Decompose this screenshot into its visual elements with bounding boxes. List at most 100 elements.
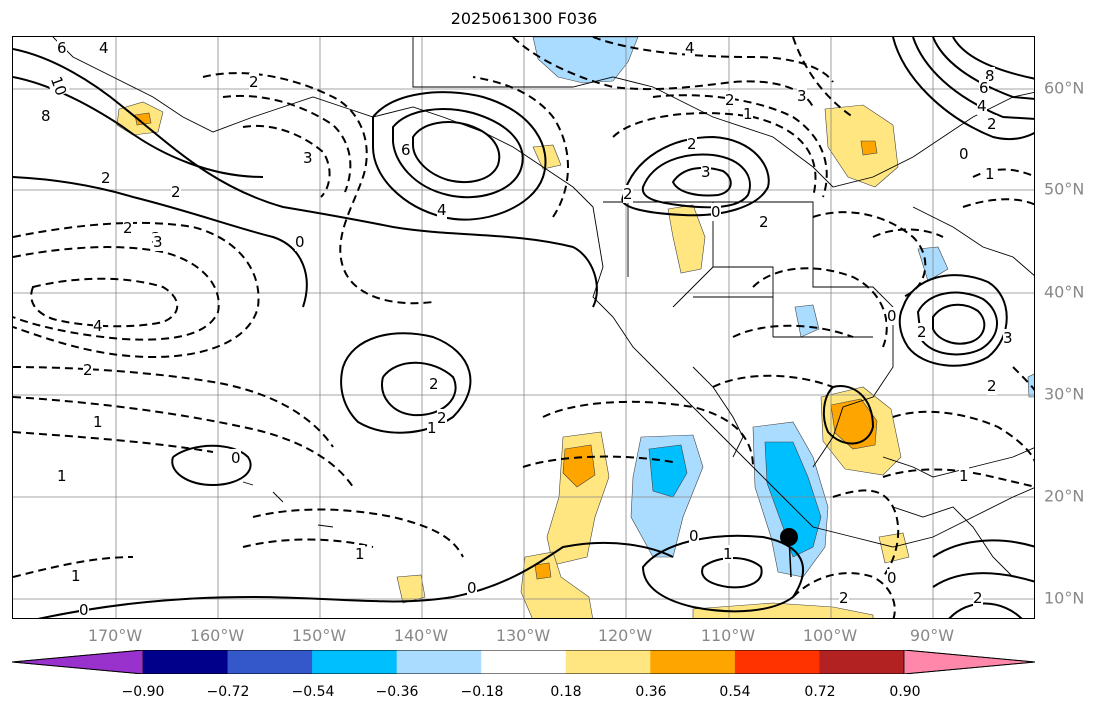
contour-label: 8	[985, 67, 995, 85]
lon-label: 170°W	[87, 626, 143, 645]
contour-label: 2	[973, 589, 983, 607]
shade-yellow-small-1	[396, 574, 426, 604]
lon-label: 160°W	[189, 626, 245, 645]
contour-label: 4	[977, 97, 987, 115]
contour-label: 3	[797, 87, 807, 105]
lat-label: 40°N	[1044, 282, 1085, 302]
contour-label: 1	[985, 165, 995, 183]
contour-label: 1	[959, 467, 969, 485]
lon-label: 150°W	[291, 626, 347, 645]
colorbar-segment	[396, 650, 482, 674]
colorbar-tick: 0.90	[889, 684, 921, 700]
map-canvas	[13, 37, 1034, 618]
colorbar-tick: −0.90	[121, 684, 165, 700]
contour-label: 6	[979, 79, 989, 97]
contour-label: 2	[623, 185, 633, 203]
colorbar-tick: 0.72	[804, 684, 836, 700]
colorbar	[12, 650, 1035, 674]
colorbar-segment	[481, 650, 567, 674]
contour-label: 2	[123, 219, 133, 237]
colorbar-tick: 0.36	[635, 684, 667, 700]
contour-label: 0	[79, 601, 89, 619]
contour-label: 2	[83, 361, 93, 379]
contour-pacific-low-1	[13, 221, 260, 359]
colorbar-tick: 0.54	[719, 684, 751, 700]
colorbar-segment	[734, 650, 820, 674]
contour-pacific-high	[372, 91, 547, 221]
lon-label: 120°W	[597, 626, 653, 645]
lat-label: 10°N	[1044, 588, 1085, 608]
contour-label: 0	[295, 233, 305, 251]
lat-label: 50°N	[1044, 179, 1085, 199]
shade-light-blue-nm	[794, 304, 820, 338]
colorbar-segment	[227, 650, 313, 674]
colorbar-segment	[143, 650, 229, 674]
colorbar-tick: −0.54	[291, 684, 335, 700]
contour-zero-line	[37, 541, 674, 618]
shade-yellow-south	[692, 602, 874, 618]
contour-label: 4	[685, 39, 695, 57]
contour-label: 2	[987, 377, 997, 395]
contour-label: 3	[701, 163, 711, 181]
chart-title: 2025061300 F036	[450, 9, 598, 28]
contour-label: 1	[743, 105, 753, 123]
graticule	[13, 37, 1034, 618]
contour-label: 2	[249, 73, 259, 91]
contour-label: 4	[93, 317, 103, 335]
shade-orange-pacific-1	[562, 444, 596, 488]
lon-label: 140°W	[393, 626, 449, 645]
contour-label: 8	[41, 107, 51, 125]
contour-label: 0	[231, 449, 241, 467]
contour-label: 1	[355, 545, 365, 563]
shade-light-blue-north	[532, 37, 639, 84]
colorbar-tick: −0.36	[375, 684, 419, 700]
contour-label: 1	[71, 567, 81, 585]
colorbar-tick: 0.18	[550, 684, 582, 700]
contour-label: 0	[887, 569, 897, 587]
shade-orange-ontario	[860, 140, 878, 156]
colorbar-segment	[819, 650, 905, 674]
contour-label: 6	[57, 39, 67, 57]
lon-label: 130°W	[495, 626, 551, 645]
contour-label: 3	[153, 233, 163, 251]
shade-blue-baja	[648, 444, 688, 498]
colorbar-tick: −0.72	[206, 684, 250, 700]
colorbar-segment	[312, 650, 398, 674]
contour-label: 1	[57, 467, 67, 485]
contour-label: 0	[467, 579, 477, 597]
contour-gulf-alaska-low	[202, 72, 434, 305]
lon-label: 90°W	[909, 626, 955, 645]
contour-label: 2	[101, 169, 111, 187]
lat-label: 20°N	[1044, 486, 1085, 506]
contour-label: 2	[759, 213, 769, 231]
contour-label: 0	[711, 203, 721, 221]
contour-label: 2	[987, 115, 997, 133]
shade-yellow-bc	[532, 144, 562, 170]
contour-label: 1	[427, 419, 437, 437]
lon-label: 110°W	[700, 626, 756, 645]
lon-label: 100°W	[802, 626, 858, 645]
contour-label: 1	[723, 545, 733, 563]
contour-label: 0	[887, 307, 897, 325]
contour-label: 3	[1003, 329, 1013, 347]
contour-great-lakes-high	[621, 135, 770, 217]
shade-blue-mexico	[764, 441, 822, 558]
contour-label: 2	[917, 323, 927, 341]
shade-light-blue-east	[1027, 373, 1034, 398]
shade-orange-pacific-2	[534, 562, 552, 580]
lat-label: 30°N	[1044, 384, 1085, 404]
contour-label: 0	[689, 527, 699, 545]
contour-label: 4	[99, 39, 109, 57]
contour-label: 4	[437, 201, 447, 219]
shade-yellow-gulf	[878, 532, 910, 564]
contour-label: 0	[959, 145, 969, 163]
contour-label: 1	[93, 413, 103, 431]
shade-orange-alaska	[134, 112, 152, 126]
colorbar-segment	[650, 650, 736, 674]
shade-yellow-montana	[667, 204, 706, 274]
colorbar-extend-low	[12, 650, 144, 674]
shaded-anomalies	[116, 37, 1034, 618]
lat-label: 60°N	[1044, 78, 1085, 98]
contour-label: 6	[401, 141, 411, 159]
shade-orange-texas	[830, 398, 878, 450]
